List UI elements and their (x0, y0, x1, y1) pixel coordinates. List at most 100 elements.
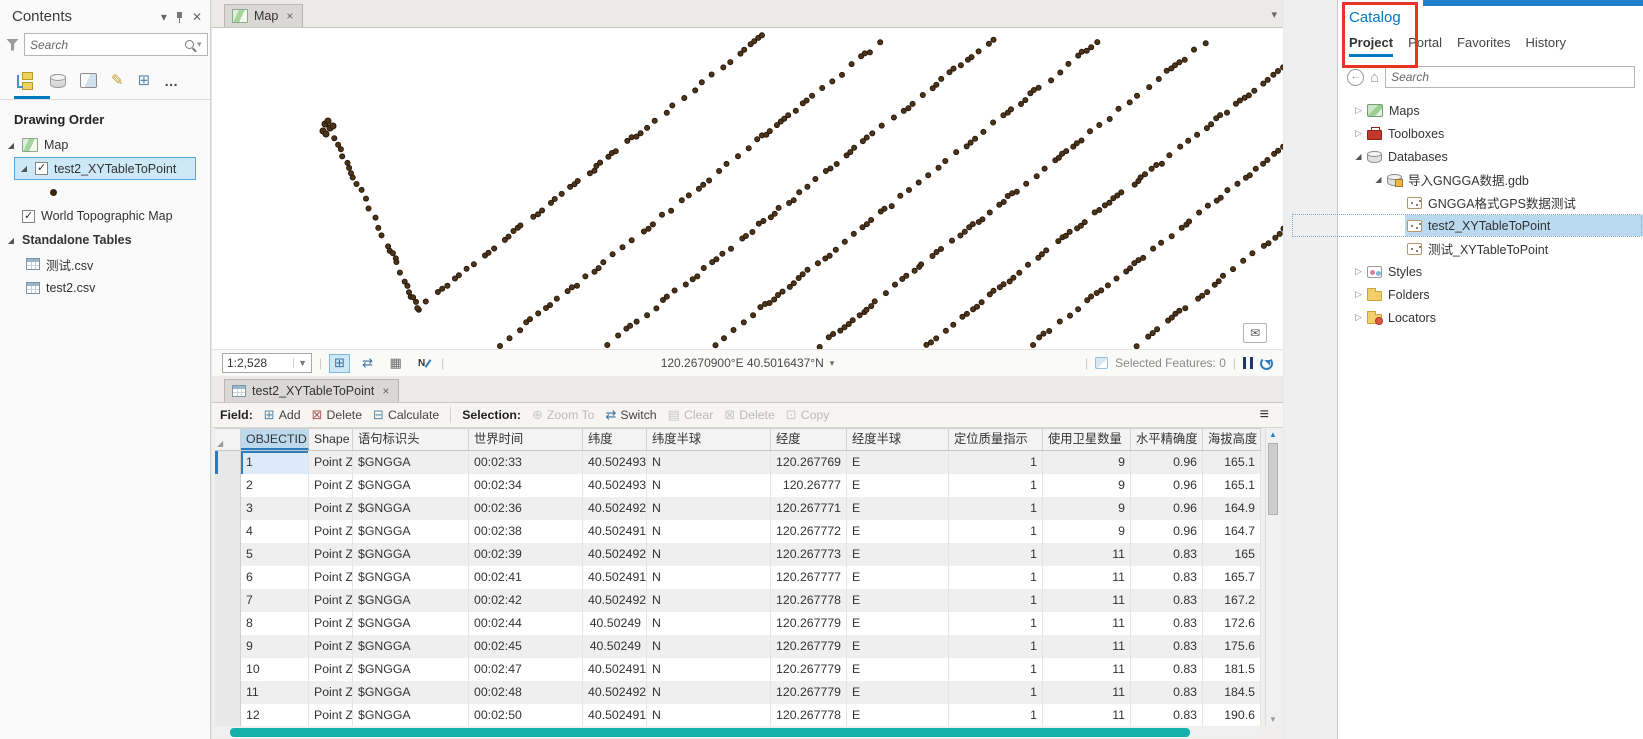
row-selector[interactable] (215, 566, 241, 589)
layer-group-map[interactable]: ◢ Map (0, 133, 210, 157)
column-header[interactable]: Shape (309, 429, 353, 450)
switch-selection-button[interactable]: ⇄ Switch (606, 407, 657, 423)
expand-icon[interactable]: ▷ (1355, 128, 1362, 138)
expand-icon[interactable]: ▷ (1355, 105, 1362, 115)
point-symbol-swatch[interactable] (50, 188, 57, 196)
table-row[interactable]: 1 Point Z $GNGGA 00:02:33 40.502493 N 120.2677… (215, 451, 1261, 474)
vertical-scrollbar[interactable]: ▲ ▼ (1265, 428, 1280, 726)
table-row[interactable]: 7 Point Z $GNGGA 00:02:42 40.502492 N 120.2677… (215, 589, 1261, 612)
scrollbar-thumb[interactable] (1268, 443, 1278, 515)
filter-icon[interactable] (6, 38, 19, 51)
table-row[interactable]: 6 Point Z $GNGGA 00:02:41 40.502491 N 120.2677… (215, 566, 1261, 589)
row-selector[interactable] (215, 681, 241, 704)
search-caret-icon[interactable]: ▾ (197, 39, 202, 49)
expand-icon[interactable]: ▷ (1355, 289, 1362, 299)
catalog-search-input[interactable] (1391, 70, 1629, 84)
row-selector[interactable] (215, 635, 241, 658)
list-by-data-source-icon[interactable] (50, 73, 66, 88)
layer-symbol-row[interactable] (0, 180, 210, 204)
row-selector[interactable] (215, 658, 241, 681)
map-view[interactable]: ✉ 1:2,528 ▼ | ⊞ ⇄ ▦ N | 120.2670900°E 40… (212, 28, 1283, 376)
table-row[interactable]: 3 Point Z $GNGGA 00:02:36 40.502492 N 120.2677… (215, 497, 1261, 520)
standalone-tables-group[interactable]: ◢ Standalone Tables (0, 228, 210, 252)
expand-icon[interactable]: ◢ (7, 235, 15, 245)
table-row[interactable]: 2 Point Z $GNGGA 00:02:34 40.502493 N 120.2677… (215, 474, 1261, 497)
north-arrow-icon[interactable]: N (413, 354, 434, 373)
catalog-item-导入gngga数据-gdb[interactable]: ◢ 导入GNGGA数据.gdb (1338, 168, 1643, 191)
column-header[interactable]: 纬度半球 (647, 429, 771, 450)
layer-checkbox[interactable] (35, 161, 48, 175)
scale-dropdown[interactable]: 1:2,528 ▼ (222, 353, 312, 373)
close-icon[interactable]: ✕ (191, 9, 202, 24)
expand-icon[interactable]: ◢ (20, 164, 28, 173)
row-selector[interactable] (215, 451, 241, 474)
close-icon[interactable]: × (286, 9, 294, 23)
pin-icon[interactable] (175, 11, 184, 23)
row-selector[interactable] (215, 474, 241, 497)
table-row[interactable]: 11 Point Z $GNGGA 00:02:48 40.502492 N 120.267… (215, 681, 1261, 704)
column-header[interactable]: 经度 (771, 429, 847, 450)
scroll-down-icon[interactable]: ▼ (1269, 715, 1277, 724)
catalog-item-locators[interactable]: ▷ Locators (1338, 306, 1643, 329)
back-icon[interactable]: ← (1347, 68, 1364, 86)
chevron-down-icon[interactable]: ▾ (160, 9, 167, 24)
row-selector[interactable] (215, 543, 241, 566)
open-table-icon[interactable]: ▦ (389, 355, 402, 370)
catalog-tab-project[interactable]: Project (1349, 35, 1394, 57)
row-selector[interactable] (215, 520, 241, 543)
catalog-tab-history[interactable]: History (1525, 35, 1566, 50)
chevron-down-icon[interactable]: ▾ (1271, 9, 1277, 21)
expand-icon[interactable]: ▷ (1355, 312, 1362, 322)
column-header[interactable]: 纬度 (583, 429, 647, 450)
tab-attribute-table[interactable]: test2_XYTableToPoint × (224, 379, 400, 402)
catalog-tab-favorites[interactable]: Favorites (1457, 35, 1511, 50)
column-header[interactable]: 海拔高度 (1203, 429, 1261, 450)
table-row[interactable]: 4 Point Z $GNGGA 00:02:38 40.502491 N 120.2677… (215, 520, 1261, 543)
row-selector[interactable] (215, 704, 241, 726)
column-header[interactable]: 水平精确度 (1131, 429, 1203, 450)
sync-extent-icon[interactable]: ⇄ (362, 355, 374, 370)
add-field-button[interactable]: ⊞ Add (264, 407, 301, 423)
zoom-to-button[interactable]: ⊕ Zoom To (532, 407, 595, 423)
row-selector[interactable] (215, 612, 241, 635)
list-by-snapping-icon[interactable]: ⊞ (137, 71, 151, 89)
chevron-down-icon[interactable]: ▾ (829, 357, 835, 368)
catalog-tab-portal[interactable]: Portal (1408, 35, 1443, 50)
layer-item-basemap[interactable]: World Topographic Map (0, 204, 210, 228)
catalog-item-test2_xytabletopoint[interactable]: test2_XYTableToPoint (1292, 214, 1643, 237)
expand-icon[interactable]: ▷ (1355, 266, 1362, 276)
catalog-item-styles[interactable]: ▷ Styles (1338, 260, 1643, 283)
horizontal-scrollbar[interactable] (215, 727, 1261, 738)
column-header[interactable]: OBJECTID (241, 429, 309, 450)
catalog-item-folders[interactable]: ▷ Folders (1338, 283, 1643, 306)
map-canvas[interactable] (212, 28, 1283, 376)
contents-search-box[interactable]: ▾ (24, 33, 208, 56)
coordinates-display[interactable]: 120.2670900°E 40.5016437°N ▾ (661, 356, 835, 370)
menu-icon[interactable]: ≡ (1259, 406, 1269, 423)
refresh-icon[interactable] (1260, 356, 1273, 370)
table-row[interactable]: 10 Point Z $GNGGA 00:02:47 40.502491 N 120.267… (215, 658, 1261, 681)
select-all-corner[interactable] (215, 429, 241, 450)
table-row[interactable]: 12 Point Z $GNGGA 00:02:50 40.502491 N 120.267… (215, 704, 1261, 726)
pause-drawing-icon[interactable] (1243, 357, 1253, 369)
basemap-checkbox[interactable] (22, 209, 35, 223)
collapse-icon[interactable]: ◢ (1375, 175, 1382, 184)
layer-item-test2[interactable]: ◢ test2_XYTableToPoint (14, 157, 196, 180)
catalog-search-box[interactable] (1385, 66, 1635, 88)
column-header[interactable]: 世界时间 (469, 429, 583, 450)
row-selector[interactable] (215, 497, 241, 520)
copy-button[interactable]: ⊡ Copy (786, 407, 830, 423)
list-by-selection-icon[interactable] (80, 73, 97, 88)
layout-grid-icon[interactable]: ⊞ (329, 353, 351, 373)
table-item-csv1[interactable]: 测试.csv (0, 252, 210, 276)
contents-search-input[interactable] (30, 37, 185, 52)
table-row[interactable]: 8 Point Z $GNGGA 00:02:44 40.50249 N 120.26777… (215, 612, 1261, 635)
map-overview-button[interactable]: ✉ (1243, 323, 1267, 343)
catalog-item-测试_xytabletopoint[interactable]: 测试_XYTableToPoint (1338, 237, 1643, 260)
catalog-item-maps[interactable]: ▷ Maps (1338, 99, 1643, 122)
collapse-icon[interactable]: ◢ (1355, 152, 1362, 161)
catalog-item-gngga格式gps数据测试[interactable]: GNGGA格式GPS数据测试 (1338, 191, 1643, 214)
tab-map[interactable]: Map × (224, 4, 304, 27)
more-options-icon[interactable]: … (164, 72, 180, 89)
column-header[interactable]: 使用卫星数量 (1043, 429, 1131, 450)
